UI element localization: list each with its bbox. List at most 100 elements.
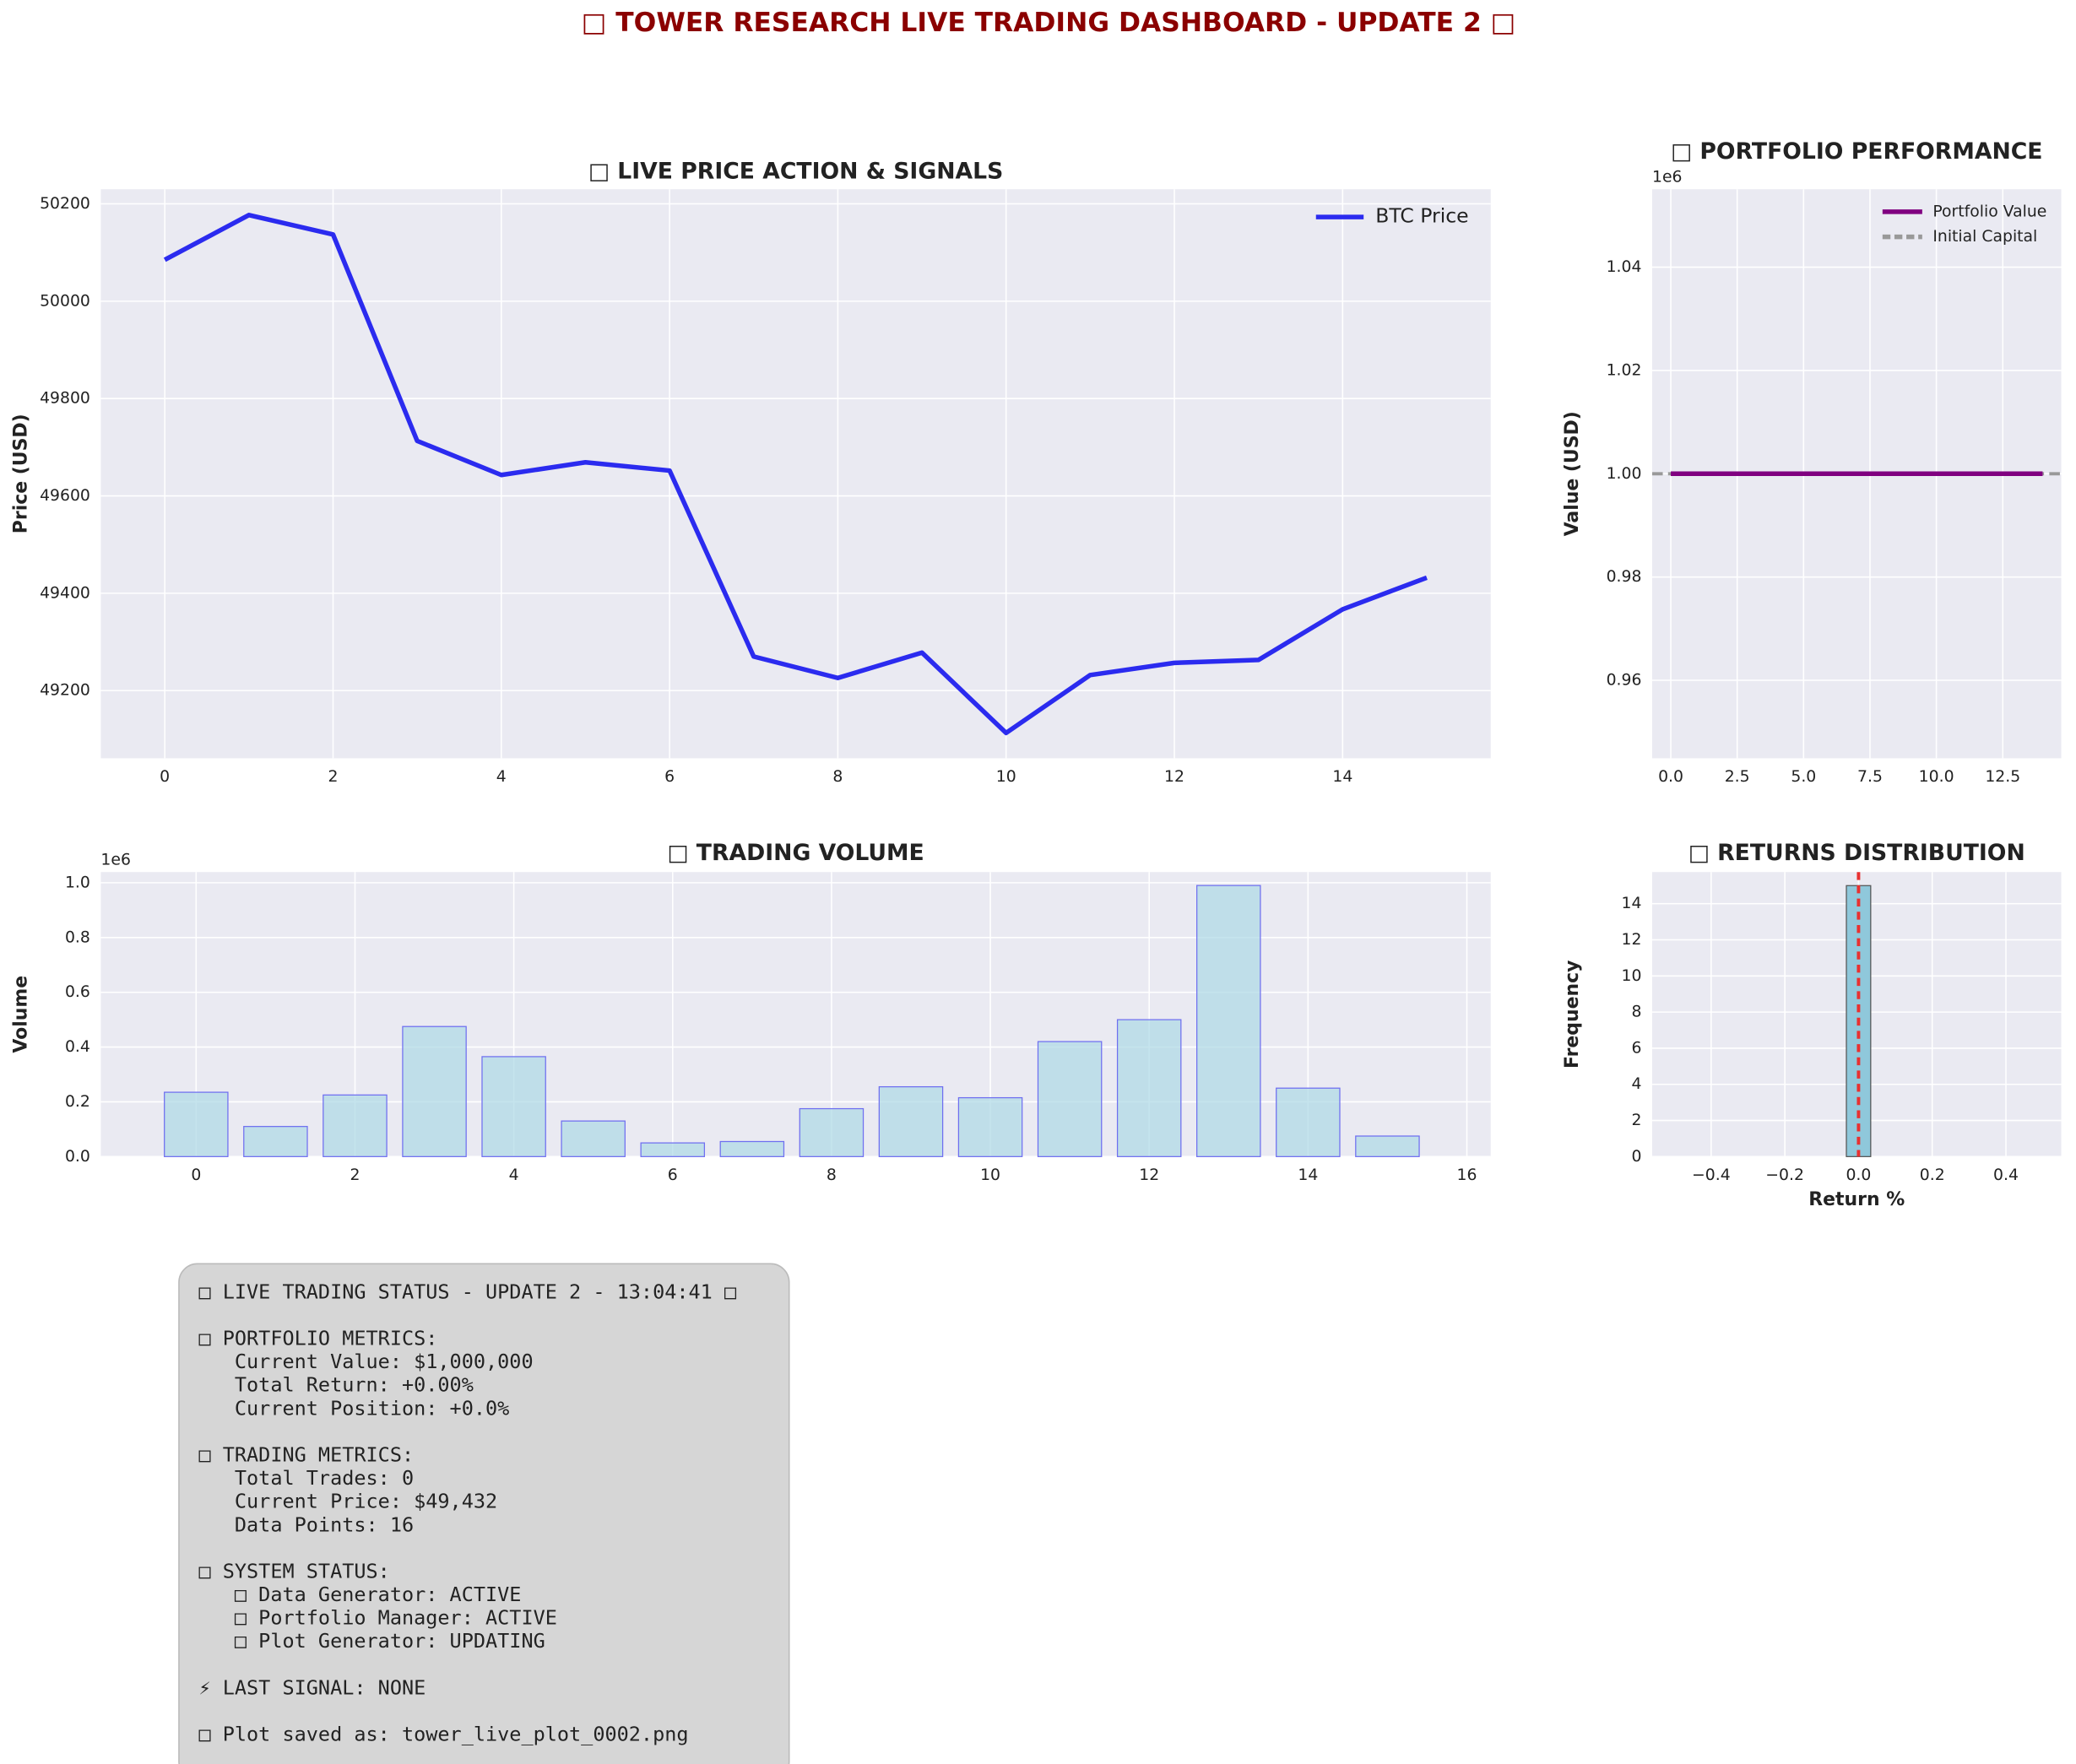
x-tick-label: 2 <box>350 1166 360 1184</box>
chart-title: □ PORTFOLIO PERFORMANCE <box>1671 138 2043 165</box>
x-tick-label: 10 <box>980 1166 1000 1184</box>
status-line: Data Points: 16 <box>198 1512 414 1536</box>
x-tick-label: 16 <box>1457 1166 1477 1184</box>
bar <box>1196 885 1261 1157</box>
x-tick-label: 0.4 <box>1993 1166 2019 1184</box>
bar <box>561 1120 626 1157</box>
chart-title: □ RETURNS DISTRIBUTION <box>1688 840 2025 866</box>
x-tick-label: 12 <box>1139 1166 1159 1184</box>
y-tick-label: 4 <box>1631 1075 1641 1093</box>
y-axis-label: Volume <box>10 976 31 1053</box>
y-tick-label: 1.04 <box>1607 258 1642 276</box>
status-line: Current Position: +0.0% <box>198 1396 509 1420</box>
y-tick-label: 0.98 <box>1607 568 1642 586</box>
y-tick-label: 49800 <box>40 390 90 408</box>
x-tick-label: 12 <box>1164 768 1184 786</box>
bar <box>640 1142 706 1157</box>
bar <box>799 1107 865 1157</box>
y-tick-label: 8 <box>1631 1004 1641 1021</box>
y-tick-label: 50000 <box>40 292 90 310</box>
y-axis-label: Frequency <box>1562 960 1583 1069</box>
y-tick-label: 0.96 <box>1607 672 1642 690</box>
x-tick-label: −0.4 <box>1692 1166 1731 1184</box>
y-tick-label: 12 <box>1622 931 1642 949</box>
y-tick-label: 50200 <box>40 195 90 213</box>
bar <box>243 1126 308 1157</box>
x-tick-label: 4 <box>509 1166 519 1184</box>
x-tick-label: −0.2 <box>1765 1166 1804 1184</box>
y-tick-label: 0.8 <box>65 928 90 946</box>
dashboard-title: □ TOWER RESEARCH LIVE TRADING DASHBOARD … <box>582 8 1516 38</box>
status-line: □ PORTFOLIO METRICS: <box>198 1327 437 1350</box>
bar <box>323 1094 388 1157</box>
status-line: Total Trades: 0 <box>198 1466 414 1490</box>
y-tick-label: 10 <box>1622 967 1642 985</box>
status-line: □ Plot Generator: UPDATING <box>198 1629 545 1653</box>
x-tick-label: 0.0 <box>1658 768 1683 786</box>
legend-label: Portfolio Value <box>1932 203 2046 220</box>
chart-title: □ TRADING VOLUME <box>667 840 924 866</box>
status-line: □ Portfolio Manager: ACTIVE <box>198 1606 556 1630</box>
y-tick-label: 49600 <box>40 487 90 505</box>
status-line: □ SYSTEM STATUS: <box>198 1559 389 1583</box>
price-line <box>163 213 1428 736</box>
x-tick-label: 14 <box>1298 1166 1318 1184</box>
x-tick-label: 2 <box>328 768 338 786</box>
y-tick-label: 0.2 <box>65 1093 90 1111</box>
status-line: Total Return: +0.00% <box>198 1373 473 1397</box>
bar <box>164 1091 229 1157</box>
y-axis-label: Value (USD) <box>1562 411 1583 536</box>
y-tick-label: 0.0 <box>65 1148 90 1166</box>
bar <box>481 1056 546 1157</box>
x-tick-label: 2.5 <box>1725 768 1750 786</box>
plot-background <box>100 189 1491 759</box>
y-tick-label: 1.00 <box>1607 465 1642 483</box>
x-tick-label: 8 <box>827 1166 837 1184</box>
x-tick-label: 0.2 <box>1920 1166 1945 1184</box>
bar <box>878 1085 944 1157</box>
status-line: Current Price: $49,432 <box>198 1490 497 1513</box>
bar <box>1355 1135 1420 1157</box>
x-tick-label: 6 <box>668 1166 678 1184</box>
x-tick-label: 7.5 <box>1857 768 1883 786</box>
y-tick-label: 49200 <box>40 682 90 700</box>
y-tick-label: 1.02 <box>1607 361 1642 379</box>
y-tick-label: 6 <box>1631 1039 1641 1057</box>
status-line: □ TRADING METRICS: <box>198 1442 414 1466</box>
bar <box>402 1025 467 1157</box>
y-tick-label: 1.0 <box>65 874 90 891</box>
bar <box>1037 1041 1103 1157</box>
x-tick-label: 4 <box>496 768 507 786</box>
legend-label: BTC Price <box>1375 204 1468 228</box>
chart-title: □ LIVE PRICE ACTION & SIGNALS <box>588 158 1003 184</box>
axis-offset-label: 1e6 <box>100 852 130 869</box>
x-tick-label: 10 <box>996 768 1016 786</box>
x-tick-label: 8 <box>832 768 843 786</box>
x-tick-label: 5.0 <box>1791 768 1816 786</box>
y-axis-label: Price (USD) <box>10 414 31 533</box>
x-tick-label: 10.0 <box>1919 768 1954 786</box>
y-tick-label: 14 <box>1622 895 1642 912</box>
y-tick-label: 0.4 <box>65 1038 90 1056</box>
y-tick-label: 2 <box>1631 1112 1641 1129</box>
x-tick-label: 6 <box>664 768 675 786</box>
legend-label: Initial Capital <box>1932 228 2037 246</box>
status-line: □ Data Generator: ACTIVE <box>198 1583 521 1606</box>
x-axis-label: Return % <box>1808 1189 1905 1210</box>
bar <box>1116 1019 1182 1157</box>
status-line: □ Plot saved as: tower_live_plot_0002.pn… <box>198 1723 688 1746</box>
y-tick-label: 0.6 <box>65 983 90 1001</box>
bar <box>719 1140 785 1157</box>
status-panel <box>178 1263 790 1764</box>
x-tick-label: 14 <box>1332 768 1352 786</box>
status-line: Current Value: $1,000,000 <box>198 1350 533 1373</box>
bar <box>1276 1087 1341 1157</box>
axis-offset-label: 1e6 <box>1652 169 1682 187</box>
y-tick-label: 49400 <box>40 584 90 602</box>
y-tick-label: 0 <box>1631 1148 1641 1166</box>
bar <box>957 1096 1023 1157</box>
x-tick-label: 12.5 <box>1985 768 2020 786</box>
status-line: □ LIVE TRADING STATUS - UPDATE 2 - 13:04… <box>198 1280 737 1303</box>
status-line: ⚡ LAST SIGNAL: NONE <box>198 1675 425 1699</box>
